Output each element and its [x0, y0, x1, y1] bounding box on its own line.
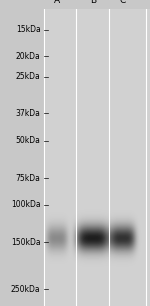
- Text: 37kDa: 37kDa: [16, 109, 41, 118]
- Text: 15kDa: 15kDa: [16, 25, 41, 34]
- Text: 75kDa: 75kDa: [16, 174, 41, 183]
- Text: 25kDa: 25kDa: [16, 72, 41, 81]
- Text: 100kDa: 100kDa: [11, 200, 40, 209]
- Text: C: C: [120, 0, 126, 5]
- Text: 250kDa: 250kDa: [11, 285, 40, 294]
- Text: 20kDa: 20kDa: [16, 52, 41, 61]
- Text: B: B: [90, 0, 96, 5]
- Text: 150kDa: 150kDa: [11, 237, 40, 247]
- Text: 50kDa: 50kDa: [16, 136, 41, 145]
- Text: A: A: [54, 0, 60, 5]
- Bar: [0, 9, 44, 306]
